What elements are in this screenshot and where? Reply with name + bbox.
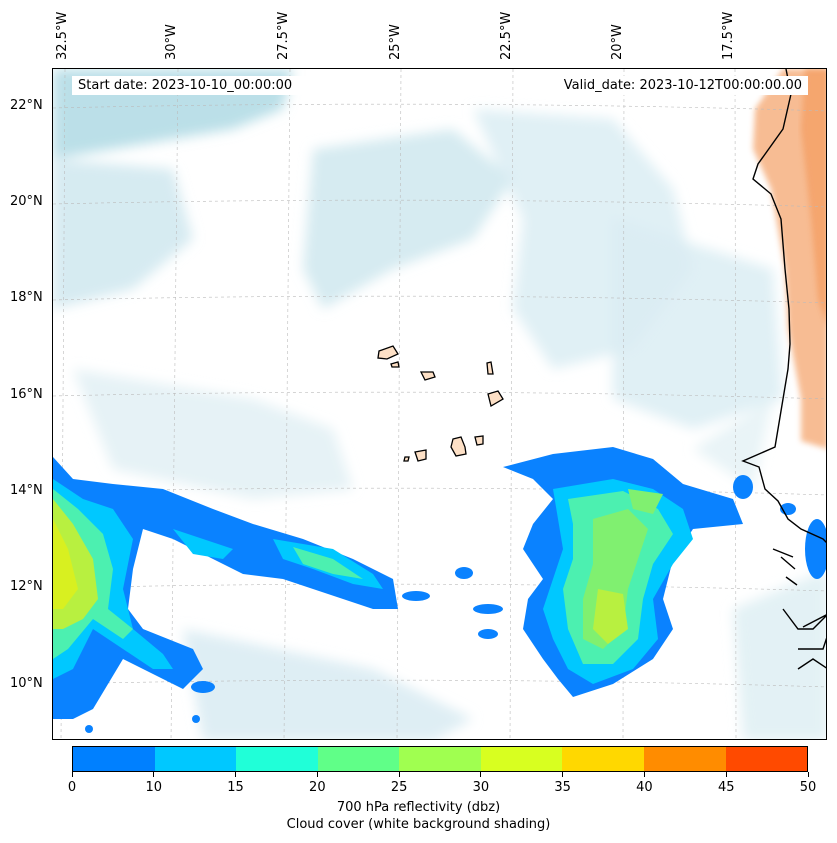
valid-date-label: Valid_date: 2023-10-12T00:00:00.00 [540,76,808,95]
lat-label-16n: 16°N [10,387,43,402]
africa-land-core [801,69,826,323]
lon-label-25w: 25°W [388,24,403,60]
colorbar-tick-label: 25 [390,780,408,795]
colorbar-tick-mark [235,772,237,777]
colorbar-segment [562,747,644,771]
cloud-cover-shading [53,69,826,739]
reflectivity-east-cluster [503,447,743,697]
colorbar-segment [73,747,155,771]
colorbar-tick-mark [725,772,727,777]
lat-label-10n: 10°N [10,676,43,691]
colorbar-segment [317,747,400,771]
colorbar-tick-label: 50 [799,780,817,795]
start-date-label: Start date: 2023-10-10_00:00:00 [72,76,372,95]
colorbar-tick-label: 0 [67,780,77,795]
lon-label-27-5w: 27.5°W [276,11,291,60]
colorbar-tick-mark [153,772,155,777]
colorbar-segment [725,747,808,771]
colorbar-tick-label: 45 [717,780,735,795]
colorbar-tick-mark [398,772,400,777]
cape-verde-islands [377,345,504,462]
colorbar-tick-mark [562,772,564,777]
map-canvas [53,69,826,739]
lon-label-20w: 20°W [610,24,625,60]
colorbar-label: 700 hPa reflectivity (dbz) [336,800,501,815]
reflectivity-colorbar [72,746,808,772]
colorbar-segment [236,747,318,771]
colorbar-tick-label: 30 [472,780,490,795]
lat-label-14n: 14°N [10,483,43,498]
colorbar-tick-label: 35 [554,780,571,795]
lat-label-20n: 20°N [10,194,43,209]
colorbar-tick-label: 10 [145,780,163,795]
lat-label-22n: 22°N [10,98,43,113]
colorbar-segment [399,747,481,771]
reflectivity-west-cluster [53,457,398,719]
lon-label-30w: 30°W [164,24,179,60]
colorbar-segment [643,747,726,771]
colorbar-tick-mark [71,772,73,777]
lon-label-17-5w: 17.5°W [721,11,736,60]
colorbar-segment [480,747,563,771]
colorbar-tick-label: 20 [309,780,326,795]
lon-label-22-5w: 22.5°W [499,11,514,60]
reflectivity-small-patches [85,475,826,733]
lon-label-32-5w: 32.5°W [55,11,70,60]
colorbar-segment [154,747,237,771]
africa-coastline [741,69,826,670]
lat-label-12n: 12°N [10,579,43,594]
colorbar-tick-label: 40 [636,780,653,795]
colorbar-tick-mark [316,772,318,777]
colorbar-tick-mark [807,772,809,777]
colorbar-tick-label: 15 [227,780,244,795]
map-panel [52,68,827,740]
colorbar-tick-mark [643,772,645,777]
colorbar-tick-mark [480,772,482,777]
colorbar-sublabel: Cloud cover (white background shading) [286,817,551,832]
lat-label-18n: 18°N [10,290,43,305]
